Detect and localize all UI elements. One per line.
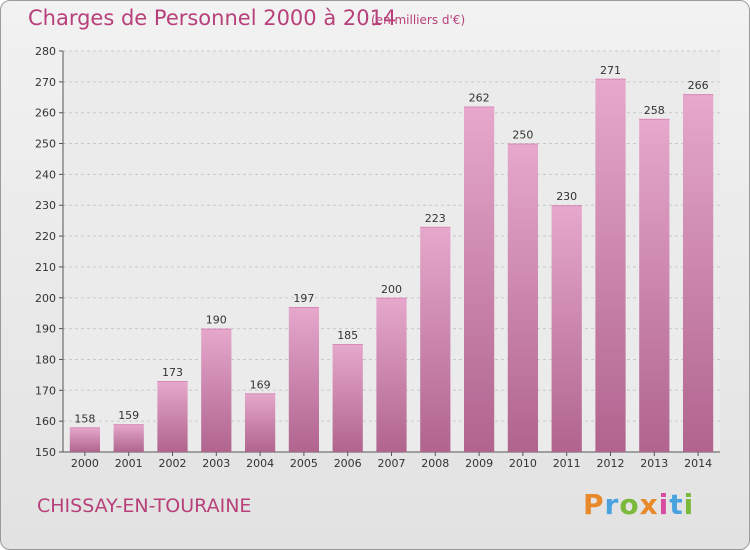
data-label: 262	[469, 92, 490, 105]
bar	[682, 94, 714, 452]
bar	[113, 424, 144, 452]
x-tick-label: 2012	[597, 457, 625, 470]
bar	[201, 328, 232, 452]
x-tick-label: 2010	[509, 457, 537, 470]
y-tick-label: 260	[35, 107, 56, 120]
brand-letter: i	[683, 488, 695, 521]
y-tick-label: 200	[35, 292, 56, 305]
data-label: 190	[206, 314, 227, 327]
y-tick-label: 230	[35, 199, 56, 212]
brand-letter: P	[583, 488, 605, 521]
data-label: 258	[644, 104, 665, 117]
data-label: 271	[600, 64, 621, 77]
y-tick-label: 180	[35, 353, 56, 366]
brand-letter: r	[604, 488, 620, 521]
commune-name: CHISSAY-EN-TOURAINE	[37, 495, 252, 517]
data-label: 159	[118, 409, 139, 422]
x-tick-label: 2002	[159, 457, 187, 470]
data-label: 185	[337, 329, 358, 342]
bar	[420, 226, 451, 452]
brand-letter: t	[669, 488, 684, 521]
x-tick-label: 2001	[115, 457, 143, 470]
data-label: 197	[293, 292, 314, 305]
x-tick-label: 2011	[553, 457, 581, 470]
y-tick-label: 210	[35, 261, 56, 274]
x-tick-label: 2006	[334, 457, 362, 470]
brand-letter: i	[658, 488, 670, 521]
brand-letter: x	[639, 488, 659, 521]
x-tick-label: 2007	[378, 457, 406, 470]
x-tick-label: 2008	[421, 457, 449, 470]
data-label: 223	[425, 212, 446, 225]
bar	[157, 381, 188, 452]
y-tick-label: 240	[35, 168, 56, 181]
brand-letter: o	[619, 488, 640, 521]
y-tick-label: 220	[35, 230, 56, 243]
y-tick-label: 190	[35, 323, 56, 336]
chart-subtitle: (en milliers d'€)	[371, 13, 466, 27]
bar	[288, 307, 320, 452]
x-tick-label: 2005	[290, 457, 318, 470]
x-tick-label: 2009	[465, 457, 493, 470]
brand-logo: Proxiti	[583, 488, 694, 521]
bar	[551, 205, 582, 452]
chart-title: Charges de Personnel 2000 à 2014	[28, 6, 397, 30]
data-label: 158	[74, 412, 95, 425]
data-label: 173	[162, 366, 183, 379]
y-tick-label: 280	[35, 45, 56, 58]
bar	[69, 427, 101, 452]
bar	[332, 344, 363, 452]
data-label: 200	[381, 283, 402, 296]
bar	[463, 106, 495, 453]
x-tick-label: 2000	[71, 457, 99, 470]
y-tick-label: 160	[35, 415, 56, 428]
y-tick-label: 270	[35, 76, 56, 89]
data-label: 169	[250, 378, 271, 391]
bar	[244, 393, 276, 452]
data-label: 250	[512, 129, 533, 142]
bar	[376, 297, 407, 452]
x-tick-label: 2014	[684, 457, 712, 470]
bar	[639, 118, 670, 452]
x-tick-label: 2003	[202, 457, 230, 470]
y-tick-label: 170	[35, 384, 56, 397]
x-tick-label: 2013	[640, 457, 668, 470]
x-tick-label: 2004	[246, 457, 274, 470]
data-label: 230	[556, 190, 577, 203]
bar	[507, 143, 539, 453]
bar	[595, 78, 626, 452]
y-tick-label: 250	[35, 138, 56, 151]
y-tick-label: 150	[35, 446, 56, 459]
data-label: 266	[688, 79, 709, 92]
